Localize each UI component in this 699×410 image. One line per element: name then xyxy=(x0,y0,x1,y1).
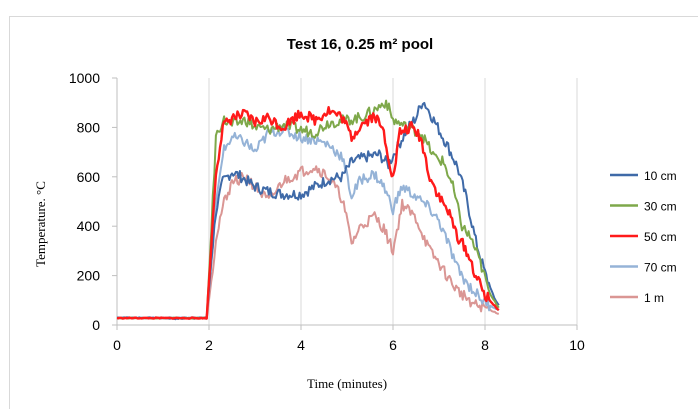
legend-item: 70 cm xyxy=(610,261,677,275)
series-line-30-cm xyxy=(116,99,500,320)
x-tick-label: 8 xyxy=(481,337,489,353)
x-tick-label: 4 xyxy=(297,337,305,353)
axes xyxy=(112,77,578,330)
y-axis-label: Temperature. °C xyxy=(33,181,48,267)
legend: 10 cm 30 cm 50 cm 70 cm 1 m xyxy=(610,169,677,305)
gridlines xyxy=(208,78,578,325)
series-line-50-cm xyxy=(116,106,500,320)
y-tick-label: 800 xyxy=(77,119,101,135)
chart-frame xyxy=(9,16,698,409)
legend-label: 10 cm xyxy=(644,169,677,183)
legend-label: 30 cm xyxy=(644,200,677,214)
x-tick-label: 0 xyxy=(113,337,121,353)
legend-item: 50 cm xyxy=(610,230,677,244)
series-line-1-m xyxy=(116,165,500,320)
chart-title: Test 16, 0.25 m² pool xyxy=(287,36,433,53)
y-tick-label: 400 xyxy=(77,218,101,234)
legend-label: 1 m xyxy=(644,291,664,305)
legend-item: 1 m xyxy=(610,291,664,305)
y-tick-labels: 0 200 400 600 800 1000 xyxy=(69,70,100,333)
x-tick-label: 2 xyxy=(205,337,213,353)
y-tick-label: 1000 xyxy=(69,70,100,86)
y-tick-label: 0 xyxy=(92,317,100,333)
x-tick-labels: 0 2 4 6 8 10 xyxy=(113,337,585,353)
series-lines xyxy=(116,99,500,321)
legend-label: 50 cm xyxy=(644,230,677,244)
y-tick-label: 600 xyxy=(77,169,101,185)
x-axis-label: Time (minutes) xyxy=(307,376,387,391)
legend-item: 30 cm xyxy=(610,200,677,214)
y-tick-label: 200 xyxy=(77,268,101,284)
x-tick-label: 10 xyxy=(569,337,585,353)
legend-item: 10 cm xyxy=(610,169,677,183)
series-line-70-cm xyxy=(116,124,500,320)
legend-label: 70 cm xyxy=(644,261,677,275)
x-tick-label: 6 xyxy=(389,337,397,353)
